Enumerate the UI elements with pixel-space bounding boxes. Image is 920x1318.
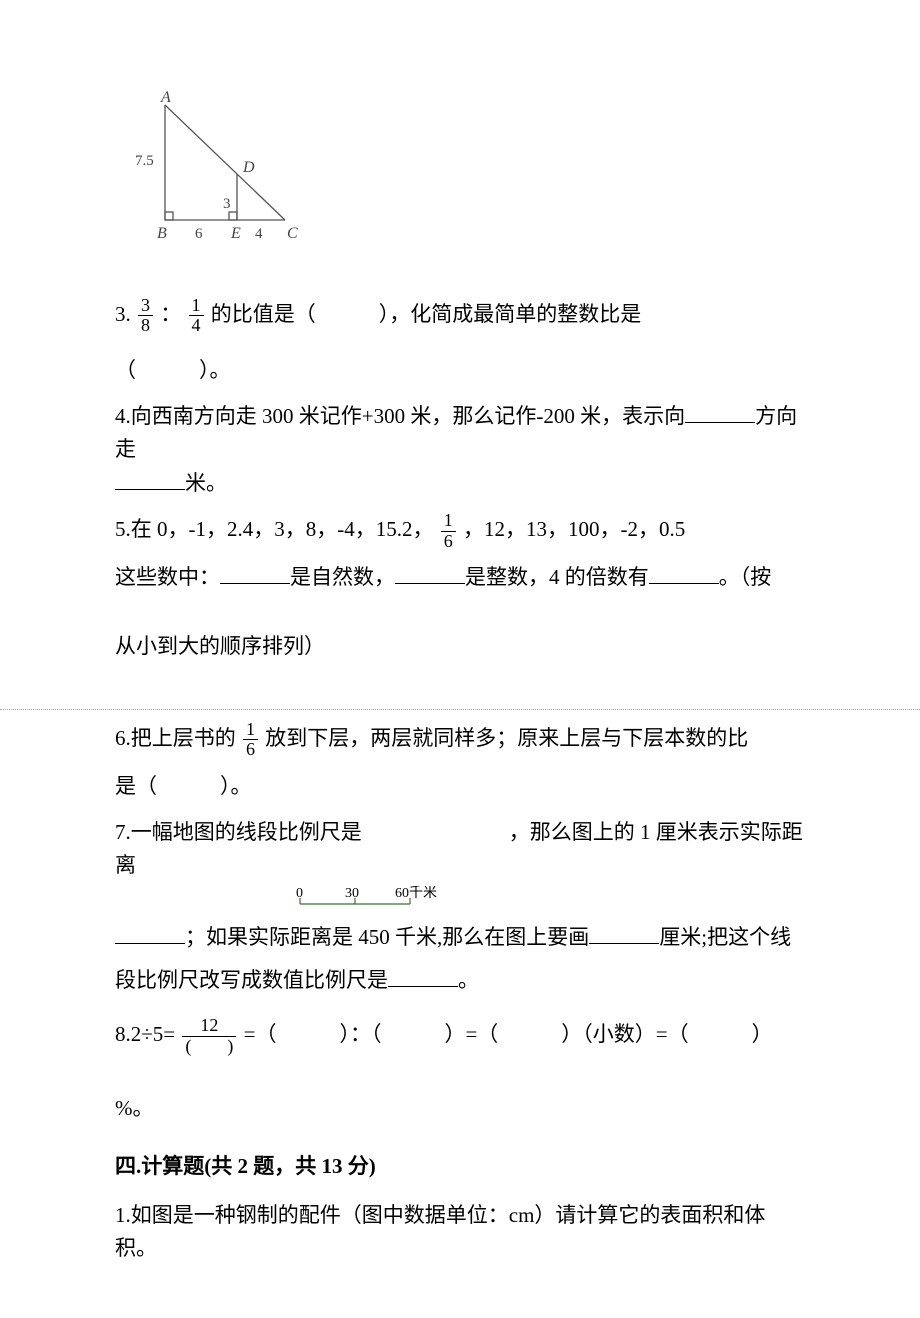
- q6-text-c: 是（ ）。: [115, 774, 252, 798]
- q3-frac1-num: 3: [138, 296, 153, 317]
- q3-text2: （ ）。: [115, 358, 231, 382]
- q6-frac-num: 1: [243, 720, 258, 741]
- q7-scale-bar: 0 30 60千米: [295, 885, 805, 919]
- q5-frac: 1 6: [439, 511, 458, 552]
- triangle-dim-ab: 7.5: [135, 153, 154, 169]
- triangle-dim-ec: 4: [255, 226, 263, 242]
- q5-l2a: 这些数中：: [115, 565, 220, 589]
- question-7-line1: 7.一幅地图的线段比例尺是 ，那么图上的 1 厘米表示实际距离: [115, 816, 805, 883]
- q3-frac1-den: 8: [138, 316, 153, 336]
- section4-q1: 1.如图是一种钢制的配件（图中数据单位：cm）请计算它的表面积和体积。: [115, 1199, 805, 1266]
- q5-l3: 从小到大的顺序排列）: [115, 634, 325, 658]
- q8-text-c: %。: [115, 1096, 154, 1120]
- q3-num: 3.: [115, 302, 131, 326]
- question-3: 3. 3 8 ： 1 4 的比值是（ ），化简成最简单的整数比是: [115, 296, 805, 337]
- question-3-line2: （ ）。: [115, 354, 805, 388]
- q6-text-a: 6.把上层书的: [115, 726, 236, 750]
- triangle-figure: A B C D E 7.5 6 4 3: [115, 90, 805, 261]
- dotted-separator: [0, 709, 920, 710]
- q3-frac2-num: 1: [189, 296, 204, 317]
- q7-l3a: 段比例尺改写成数值比例尺是: [115, 968, 388, 992]
- q7-blank1: [115, 921, 185, 944]
- question-5-line2: 这些数中： 是自然数， 是整数，4 的倍数有 。（按: [115, 561, 805, 595]
- q7-l2a: ；如果实际距离是 450 千米,那么在图上要画: [185, 925, 589, 949]
- q5-blank2: [395, 561, 465, 584]
- question-5: 5.在 0，-1，2.4，3，8，-4，15.2， 1 6 ，12，13，100…: [115, 511, 805, 552]
- triangle-dim-be: 6: [195, 226, 203, 242]
- q7-blank3: [388, 964, 458, 987]
- q3-frac2-den: 4: [189, 316, 204, 336]
- q8-frac-num: 12: [182, 1016, 236, 1037]
- q7-l2b: 厘米;把这个线: [659, 925, 791, 949]
- triangle-svg: A B C D E 7.5 6 4 3: [115, 90, 315, 250]
- q5-l2d: 。（按: [719, 565, 772, 589]
- scale-t2: 60千米: [395, 886, 437, 901]
- scale-bar-svg: 0 30 60千米: [295, 886, 465, 908]
- q5-blank3: [649, 561, 719, 584]
- q3-colon: ：: [160, 302, 181, 326]
- triangle-label-a: A: [160, 90, 171, 106]
- triangle-dim-de: 3: [223, 196, 231, 212]
- question-6: 6.把上层书的 1 6 放到下层，两层就同样多；原来上层与下层本数的比: [115, 720, 805, 761]
- question-7-line2: ；如果实际距离是 450 千米,那么在图上要画 厘米;把这个线: [115, 921, 805, 955]
- triangle-label-e: E: [230, 225, 241, 242]
- q4-blank1: [685, 400, 755, 423]
- q5-l2c: 是整数，4 的倍数有: [465, 565, 649, 589]
- q4-text-c: 米。: [185, 471, 227, 495]
- question-7-line3: 段比例尺改写成数值比例尺是 。: [115, 964, 805, 998]
- q8-frac-den: ( ): [182, 1037, 236, 1057]
- q6-text-b: 放到下层，两层就同样多；原来上层与下层本数的比: [265, 726, 748, 750]
- q4-blank2: [115, 467, 185, 490]
- q7-l3b: 。: [458, 968, 479, 992]
- q6-frac-den: 6: [243, 740, 258, 760]
- q5-l2b: 是自然数，: [290, 565, 395, 589]
- q7-l1: 7.一幅地图的线段比例尺是 ，那么图上的 1 厘米表示实际距离: [115, 820, 803, 878]
- q8-text-b: =（ ）：（ ）=（ ）（小数）=（ ）: [244, 1022, 773, 1046]
- q6-frac: 1 6: [241, 720, 260, 761]
- q5-text-a: 5.在 0，-1，2.4，3，8，-4，15.2，: [115, 517, 434, 541]
- question-5-line3: 从小到大的顺序排列）: [115, 630, 805, 664]
- question-4: 4.向西南方向走 300 米记作+300 米，那么记作-200 米，表示向方向走…: [115, 400, 805, 501]
- triangle-label-c: C: [287, 225, 298, 242]
- scale-t1: 30: [345, 886, 359, 901]
- q4-text-a: 4.向西南方向走 300 米记作+300 米，那么记作-200 米，表示向: [115, 404, 685, 428]
- scale-t0: 0: [296, 886, 303, 901]
- q5-frac-den: 6: [441, 532, 456, 552]
- triangle-label-b: B: [157, 225, 167, 242]
- q3-text1: 的比值是（ ），化简成最简单的整数比是: [211, 302, 642, 326]
- q8-text-a: 8.2÷5=: [115, 1022, 175, 1046]
- section-4-heading: 四.计算题(共 2 题，共 13 分): [115, 1150, 805, 1184]
- q5-frac-num: 1: [441, 511, 456, 532]
- triangle-label-d: D: [242, 159, 255, 176]
- q3-frac1: 3 8: [136, 296, 155, 337]
- question-8-line2: %。: [115, 1092, 805, 1126]
- q8-frac: 12 ( ): [180, 1016, 238, 1057]
- q7-blank2: [589, 921, 659, 944]
- q5-blank1: [220, 561, 290, 584]
- question-6-line2: 是（ ）。: [115, 770, 805, 804]
- question-8: 8.2÷5= 12 ( ) =（ ）：（ ）=（ ）（小数）=（ ）: [115, 1016, 805, 1057]
- q3-frac2: 1 4: [187, 296, 206, 337]
- q5-text-b: ，12，13，100，-2，0.5: [463, 517, 685, 541]
